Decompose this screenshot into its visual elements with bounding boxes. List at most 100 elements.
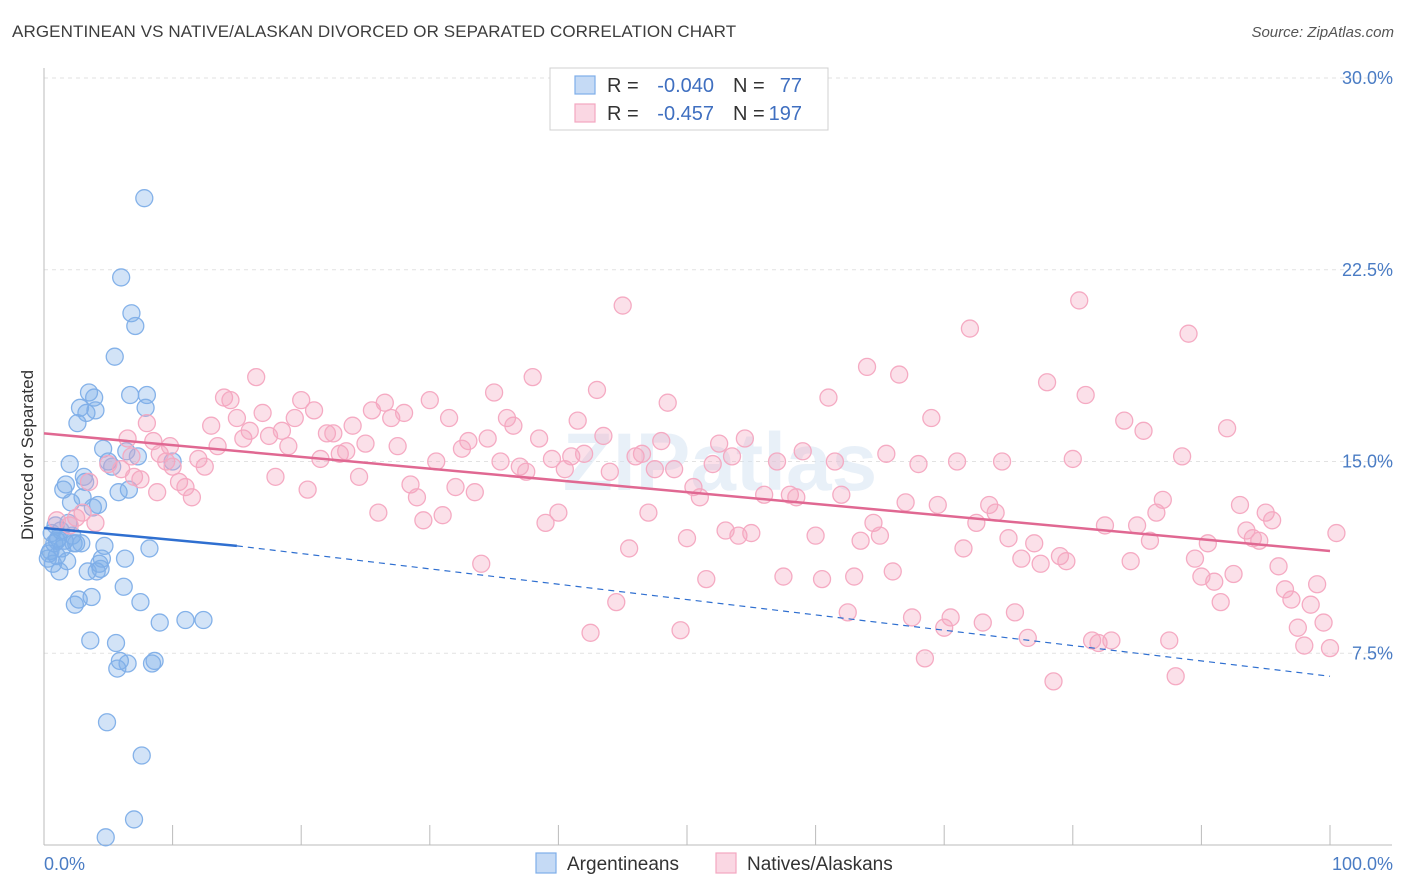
- y-tick-label: 7.5%: [1352, 643, 1393, 663]
- native-point: [1250, 531, 1269, 550]
- native-point: [182, 488, 202, 507]
- native-point: [652, 431, 671, 451]
- native-point: [227, 408, 247, 428]
- native-point: [459, 431, 478, 451]
- x-tick-label: 100.0%: [1332, 854, 1393, 874]
- native-point: [992, 452, 1012, 471]
- native-point: [877, 444, 896, 463]
- native-point: [986, 503, 1005, 522]
- n-value: 77: [780, 75, 802, 97]
- native-point: [337, 442, 356, 461]
- native-point: [697, 569, 716, 589]
- native-legend-swatch: [715, 852, 737, 874]
- native-point: [118, 429, 137, 448]
- native-point: [324, 424, 343, 443]
- native-point: [1140, 531, 1160, 550]
- native-point: [703, 454, 722, 474]
- argentinean-point: [106, 633, 126, 653]
- native-point: [607, 592, 626, 612]
- native-point: [632, 444, 652, 463]
- native-point: [1160, 631, 1179, 650]
- native-point: [671, 621, 690, 640]
- native-point: [941, 608, 960, 627]
- argentinean-swatch: [574, 75, 596, 95]
- argentinean-legend-swatch: [535, 852, 557, 874]
- native-point: [523, 367, 542, 387]
- native-point: [1121, 552, 1140, 571]
- argentinean-point: [82, 587, 101, 607]
- r-label: R =: [607, 103, 639, 125]
- native-point: [414, 511, 433, 530]
- native-point: [491, 452, 510, 471]
- native-point: [1307, 575, 1327, 594]
- argentinean-point: [56, 475, 76, 494]
- data-points: [38, 189, 1346, 847]
- native-point: [690, 488, 710, 507]
- native-point: [1044, 672, 1063, 691]
- native-point: [1102, 631, 1121, 650]
- argentinean-point: [121, 385, 140, 405]
- native-point: [79, 472, 99, 492]
- native-point: [1327, 523, 1346, 543]
- native-point: [1134, 421, 1153, 440]
- native-point: [1179, 324, 1198, 343]
- y-tick-label: 22.5%: [1342, 260, 1393, 280]
- native-point: [1282, 590, 1301, 609]
- native-point: [1127, 516, 1147, 535]
- r-value: -0.457: [657, 103, 714, 125]
- native-point: [266, 467, 285, 486]
- native-point: [639, 503, 658, 522]
- native-point: [536, 513, 555, 533]
- native-point: [549, 503, 568, 522]
- native-point: [857, 357, 877, 377]
- native-point: [176, 477, 195, 497]
- argentinean-point: [150, 613, 169, 632]
- native-point: [960, 319, 980, 338]
- native-point: [613, 296, 632, 315]
- native-point: [1288, 618, 1307, 637]
- n-label: N =: [733, 103, 765, 125]
- native-point: [148, 483, 167, 502]
- native-point: [131, 470, 150, 489]
- native-point: [1205, 572, 1224, 591]
- native-point: [1076, 385, 1095, 405]
- native-point: [883, 562, 902, 581]
- argentinean-point: [135, 189, 154, 208]
- stats-legend: R = -0.040 N = 77 R = -0.457 N = 197: [549, 67, 829, 131]
- argentinean-point: [79, 383, 99, 402]
- native-point: [587, 380, 607, 400]
- native-point: [1217, 419, 1237, 438]
- argentinean-point: [142, 654, 162, 673]
- r-label: R =: [607, 75, 639, 97]
- native-point: [973, 613, 992, 632]
- native-point: [388, 437, 407, 456]
- native-point: [1230, 495, 1250, 515]
- native-point: [292, 390, 311, 410]
- native-point: [375, 393, 394, 412]
- y-tick-labels: 7.5% 15.0% 22.5% 30.0%: [1342, 68, 1393, 663]
- watermark: ZIPatlas: [563, 417, 877, 508]
- native-point: [568, 411, 587, 430]
- native-point: [253, 403, 272, 423]
- native-swatch: [574, 103, 596, 123]
- native-point: [1031, 554, 1050, 573]
- chart-title: ARGENTINEAN VS NATIVE/ALASKAN DIVORCED O…: [12, 22, 737, 41]
- native-point: [137, 413, 157, 433]
- native-point: [812, 569, 832, 589]
- argentinean-point: [68, 413, 87, 433]
- native-point: [1070, 291, 1089, 310]
- argentinean-point: [115, 549, 135, 568]
- native-point: [825, 452, 845, 471]
- native-point: [1166, 667, 1185, 686]
- native-point: [1262, 511, 1282, 530]
- native-point: [645, 460, 664, 479]
- native-point: [1185, 549, 1205, 568]
- n-label: N =: [733, 75, 765, 97]
- native-point: [922, 408, 941, 428]
- native-point: [774, 567, 793, 586]
- native-point: [433, 506, 452, 525]
- native-point: [1320, 638, 1340, 658]
- argentinean-point: [67, 534, 86, 553]
- native-point: [484, 383, 504, 402]
- native-point: [767, 452, 787, 471]
